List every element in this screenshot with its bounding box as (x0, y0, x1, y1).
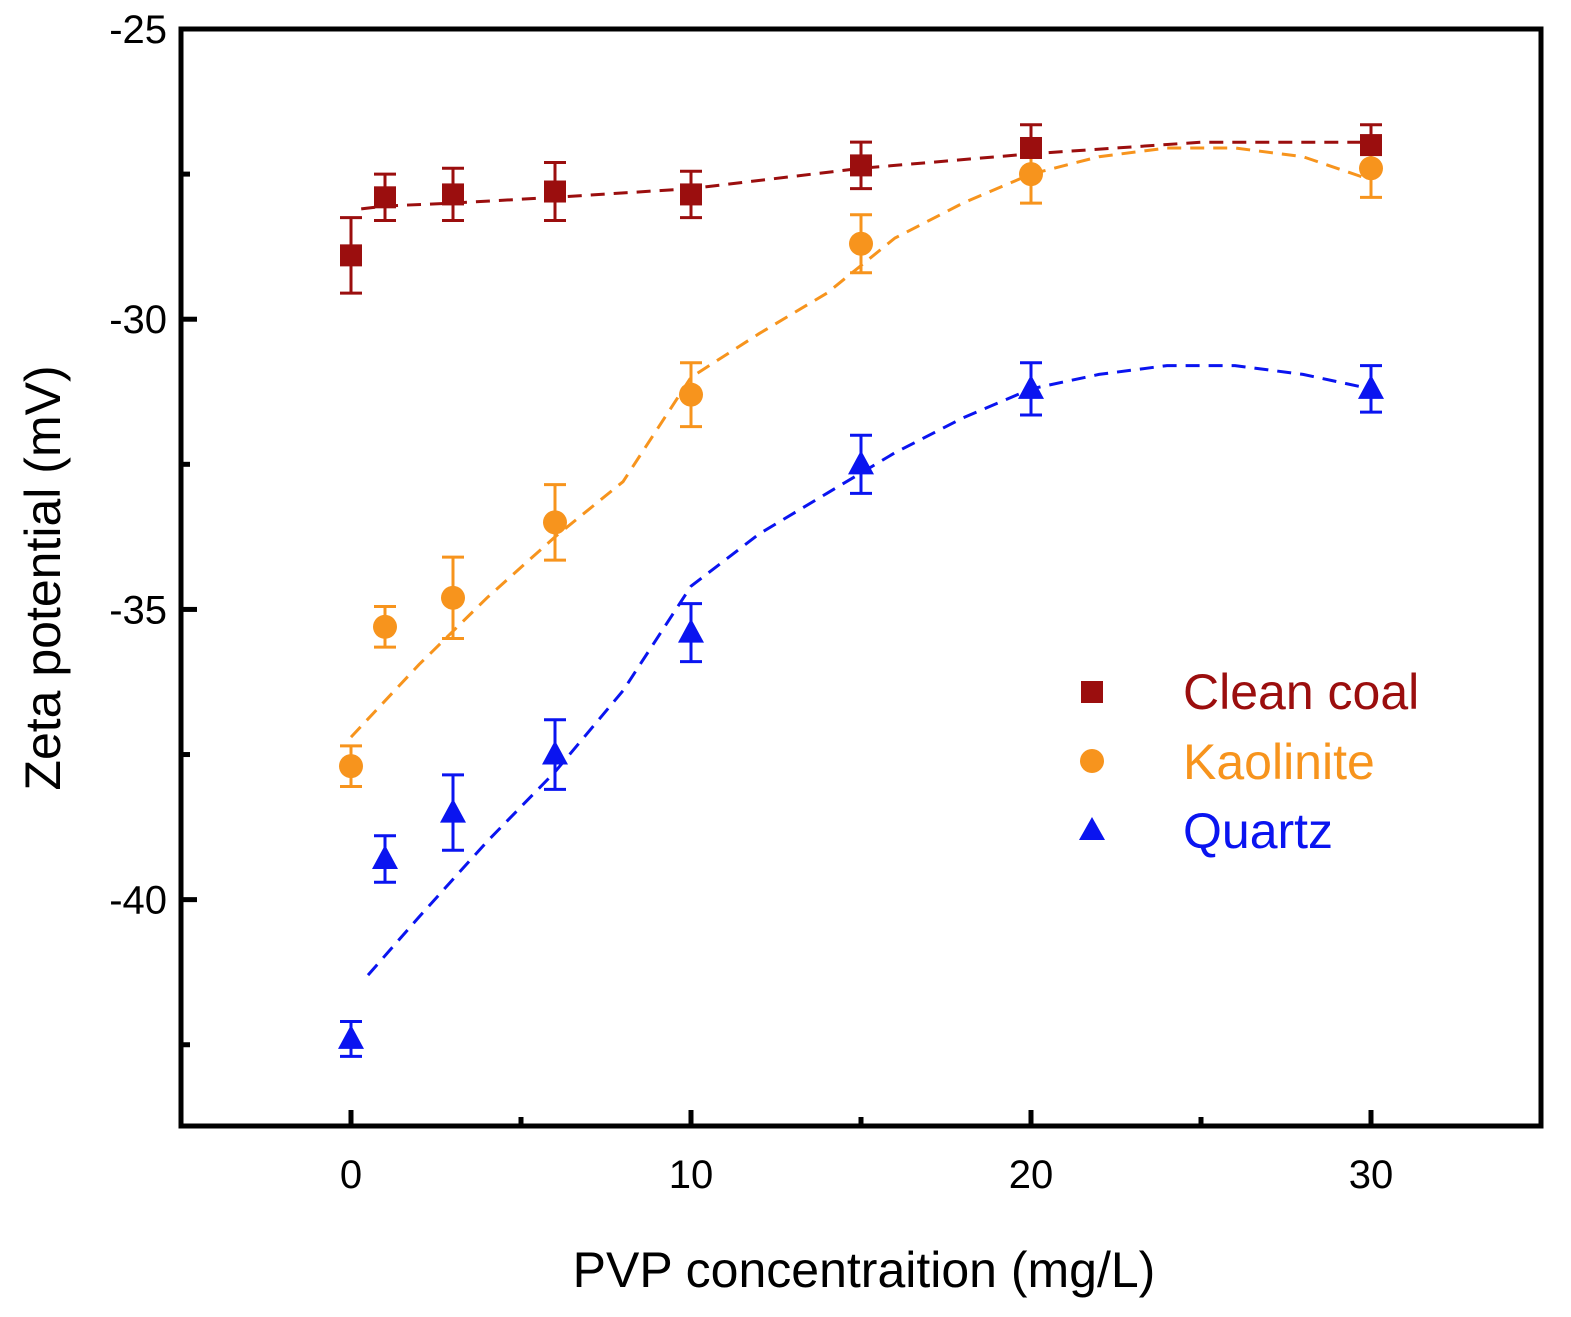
marker-quartz (1018, 374, 1044, 399)
y-tick-label: -35 (109, 588, 167, 632)
marker-clean-coal (850, 154, 872, 177)
legend-label-quartz: Quartz (1183, 803, 1333, 859)
marker-quartz (338, 1024, 364, 1049)
marker-quartz (542, 740, 568, 765)
marker-clean-coal (1360, 134, 1382, 157)
x-tick-label: 20 (1009, 1153, 1054, 1197)
marker-clean-coal (374, 186, 396, 209)
marker-kaolinite (543, 510, 567, 535)
x-tick-label: 30 (1349, 1153, 1394, 1197)
marker-quartz (848, 450, 874, 475)
legend-entry-kaolinite: Kaolinite (1080, 734, 1375, 790)
y-axis-title: Zeta potential (mV) (15, 365, 71, 790)
marker-kaolinite (373, 614, 397, 639)
legend: Clean coal Kaolinite Quartz (1079, 664, 1419, 859)
y-tick-label: -30 (109, 298, 167, 342)
legend-entry-quartz: Quartz (1079, 803, 1333, 859)
marker-quartz (440, 798, 466, 823)
marker-kaolinite (1019, 162, 1043, 187)
y-tick-label: -25 (109, 8, 167, 52)
x-tick-label: 0 (340, 1153, 362, 1197)
x-tick-label: 10 (669, 1153, 714, 1197)
x-axis-title: PVP concentraition (mg/L) (573, 1242, 1156, 1298)
axis-tick-labels: 0 10 20 30 -40 -35 -30 -25 (109, 8, 1393, 1197)
marker-clean-coal (442, 183, 464, 206)
legend-marker-quartz (1079, 817, 1105, 840)
marker-kaolinite (679, 382, 703, 407)
legend-entry-clean-coal: Clean coal (1081, 664, 1419, 720)
marker-kaolinite (339, 754, 363, 779)
error-bars (340, 123, 1382, 1058)
marker-quartz (1358, 374, 1384, 399)
marker-quartz (372, 845, 398, 870)
data-markers (338, 134, 1384, 1049)
legend-marker-kaolinite (1080, 749, 1104, 773)
marker-clean-coal (340, 244, 362, 267)
marker-quartz (678, 618, 704, 643)
y-tick-label: -40 (109, 879, 167, 923)
marker-clean-coal (680, 183, 702, 206)
marker-clean-coal (544, 180, 566, 203)
legend-marker-clean-coal (1081, 681, 1103, 703)
marker-kaolinite (441, 585, 465, 610)
marker-kaolinite (849, 231, 873, 256)
marker-kaolinite (1359, 156, 1383, 181)
axis-ticks (181, 26, 1374, 1126)
legend-label-kaolinite: Kaolinite (1183, 734, 1375, 790)
marker-clean-coal (1020, 136, 1042, 159)
legend-label-clean-coal: Clean coal (1183, 664, 1419, 720)
